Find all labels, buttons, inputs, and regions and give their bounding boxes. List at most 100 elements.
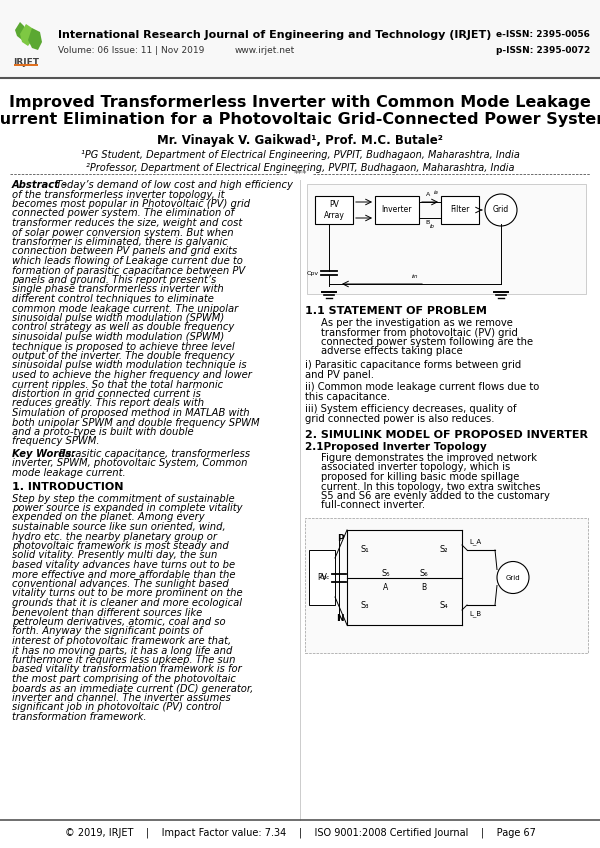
Text: boards as an immediate current (DC) generator,: boards as an immediate current (DC) gene… [12, 683, 253, 694]
Text: 2. SIMULINK MODEL OF PROPOSED INVERTER: 2. SIMULINK MODEL OF PROPOSED INVERTER [305, 430, 588, 440]
Text: based vitality advances have turns out to be: based vitality advances have turns out t… [12, 560, 235, 570]
Text: more effective and more affordable than the: more effective and more affordable than … [12, 570, 235, 579]
Text: current ripples. So that the total harmonic: current ripples. So that the total harmo… [12, 380, 223, 389]
Text: inverter, SPWM, photovoltaic System, Common: inverter, SPWM, photovoltaic System, Com… [12, 459, 248, 468]
Text: sinusoidal pulse width modulation technique is: sinusoidal pulse width modulation techni… [12, 360, 247, 371]
Text: transformer reduces the size, weight and cost: transformer reduces the size, weight and… [12, 218, 242, 228]
Bar [441, 196, 479, 224]
Text: which leads flowing of Leakage current due to: which leads flowing of Leakage current d… [12, 256, 243, 266]
Text: International Research Journal of Engineering and Technology (IRJET): International Research Journal of Engine… [58, 30, 491, 40]
Text: Volume: 06 Issue: 11 | Nov 2019: Volume: 06 Issue: 11 | Nov 2019 [58, 46, 205, 55]
Text: B: B [421, 583, 426, 593]
Text: Improved Transformerless Inverter with Common Mode Leakage: Improved Transformerless Inverter with C… [9, 95, 591, 110]
Text: this capacitance.: this capacitance. [305, 392, 390, 401]
Text: conventional advances. The sunlight based: conventional advances. The sunlight base… [12, 579, 229, 589]
Text: transformation framework.: transformation framework. [12, 712, 146, 722]
Text: interest of photovoltaic framework are that,: interest of photovoltaic framework are t… [12, 636, 231, 646]
Text: ii) Common mode leakage current flows due to: ii) Common mode leakage current flows du… [305, 382, 539, 392]
Text: grid connected power is also reduces.: grid connected power is also reduces. [305, 414, 494, 423]
Text: reduces greatly. This report deals with: reduces greatly. This report deals with [12, 399, 204, 409]
Text: used to achieve the higher frequency and lower: used to achieve the higher frequency and… [12, 370, 252, 380]
Text: Cpv: Cpv [307, 271, 319, 276]
Text: Today’s demand of low cost and high efficiency: Today’s demand of low cost and high effi… [56, 180, 293, 190]
Text: iin: iin [412, 274, 418, 279]
Text: associated inverter topology, which is: associated inverter topology, which is [321, 462, 510, 472]
Text: iii) System efficiency decreases, quality of: iii) System efficiency decreases, qualit… [305, 404, 517, 414]
Text: single phase transformerless inverter with: single phase transformerless inverter wi… [12, 284, 224, 294]
Text: PV
Array: PV Array [323, 200, 344, 220]
Text: Cdc: Cdc [320, 575, 330, 580]
Text: Key Words:: Key Words: [12, 449, 79, 459]
Text: S5 and S6 are evenly added to the customary: S5 and S6 are evenly added to the custom… [321, 491, 550, 501]
Text: and a proto-type is built with double: and a proto-type is built with double [12, 427, 194, 437]
Bar [315, 196, 353, 224]
Text: Parasitic capacitance, transformerless: Parasitic capacitance, transformerless [59, 449, 250, 459]
Text: distortion in grid connected current is: distortion in grid connected current is [12, 389, 201, 399]
Text: Current Elimination for a Photovoltaic Grid-Connected Power System: Current Elimination for a Photovoltaic G… [0, 112, 600, 127]
Text: Filter: Filter [451, 205, 470, 215]
Text: technique is proposed to achieve three level: technique is proposed to achieve three l… [12, 342, 235, 352]
Text: expended on the planet. Among every: expended on the planet. Among every [12, 512, 205, 522]
Text: adverse effects taking place: adverse effects taking place [321, 347, 463, 356]
Text: based vitality transformation framework is for: based vitality transformation framework … [12, 665, 242, 674]
Text: L_A: L_A [469, 538, 481, 545]
Text: current. In this topology, two extra switches: current. In this topology, two extra swi… [321, 482, 541, 492]
Text: photovoltaic framework is most steady and: photovoltaic framework is most steady an… [12, 541, 229, 551]
Text: p-ISSN: 2395-0072: p-ISSN: 2395-0072 [496, 46, 590, 55]
Text: and PV panel.: and PV panel. [305, 370, 374, 380]
Text: S₁: S₁ [361, 545, 370, 555]
Text: formation of parasitic capacitance between PV: formation of parasitic capacitance betwe… [12, 265, 245, 276]
Bar [309, 550, 335, 605]
Text: Grid: Grid [493, 205, 509, 215]
Text: ¹PG Student, Department of Electrical Engineering, PVPIT, Budhagaon, Maharashtra: ¹PG Student, Department of Electrical En… [80, 150, 520, 160]
Text: 1.1 STATEMENT OF PROBLEM: 1.1 STATEMENT OF PROBLEM [305, 306, 487, 316]
Text: ia: ia [434, 190, 439, 195]
Text: different control techniques to eliminate: different control techniques to eliminat… [12, 294, 214, 304]
Text: Figure demonstrates the improved network: Figure demonstrates the improved network [321, 453, 537, 463]
Text: of solar power conversion system. But when: of solar power conversion system. But wh… [12, 227, 233, 237]
Text: transformer from photovoltaic (PV) grid: transformer from photovoltaic (PV) grid [321, 327, 518, 338]
Text: www.irjet.net: www.irjet.net [235, 46, 295, 55]
Text: Step by step the commitment of sustainable: Step by step the commitment of sustainab… [12, 494, 235, 504]
Text: the most part comprising of the photovoltaic: the most part comprising of the photovol… [12, 674, 236, 684]
Text: benevolent than different sources like: benevolent than different sources like [12, 607, 202, 617]
Text: petroleum derivatives, atomic, coal and so: petroleum derivatives, atomic, coal and … [12, 617, 226, 627]
Polygon shape [20, 24, 34, 46]
Text: B: B [426, 220, 430, 225]
Text: mode leakage current.: mode leakage current. [12, 468, 125, 478]
Text: power source is expanded in complete vitality: power source is expanded in complete vit… [12, 503, 242, 513]
Text: A: A [383, 583, 388, 593]
Bar [305, 518, 588, 653]
Circle shape [497, 561, 529, 594]
Text: grounds that it is cleaner and more ecological: grounds that it is cleaner and more ecol… [12, 598, 242, 608]
Text: P: P [337, 534, 344, 543]
Text: connected power system. The elimination of: connected power system. The elimination … [12, 209, 234, 219]
Text: vitality turns out to be more prominent on the: vitality turns out to be more prominent … [12, 589, 242, 599]
Text: of the transformerless inverter topology, it: of the transformerless inverter topology… [12, 189, 224, 199]
Text: 1. INTRODUCTION: 1. INTRODUCTION [12, 483, 124, 493]
Text: S₄: S₄ [440, 600, 448, 610]
Text: e-ISSN: 2395-0056: e-ISSN: 2395-0056 [496, 30, 590, 39]
Text: connected power system following are the: connected power system following are the [321, 337, 533, 347]
Text: panels and ground. This report present’s: panels and ground. This report present’s [12, 275, 216, 285]
Text: transformer is eliminated, there is galvanic: transformer is eliminated, there is galv… [12, 237, 228, 247]
Text: both unipolar SPWM and double frequency SPWM: both unipolar SPWM and double frequency … [12, 417, 260, 427]
Text: PV: PV [317, 573, 327, 582]
Text: N: N [337, 614, 344, 623]
Polygon shape [15, 22, 26, 40]
Text: Mr. Vinayak V. Gaikwad¹, Prof. M.C. Butale²: Mr. Vinayak V. Gaikwad¹, Prof. M.C. Buta… [157, 134, 443, 147]
Text: solid vitality. Presently multi day, the sun: solid vitality. Presently multi day, the… [12, 550, 217, 561]
Text: output of the inverter. The double frequency: output of the inverter. The double frequ… [12, 351, 235, 361]
Text: As per the investigation as we remove: As per the investigation as we remove [321, 318, 513, 328]
Text: furthermore it requires less upkeep. The sun: furthermore it requires less upkeep. The… [12, 655, 235, 665]
Text: 2.1Proposed Inverter Topology: 2.1Proposed Inverter Topology [305, 442, 487, 452]
Text: S₆: S₆ [419, 569, 428, 578]
Text: sinusoidal pulse width modulation (SPWM): sinusoidal pulse width modulation (SPWM) [12, 313, 224, 323]
Text: S₅: S₅ [381, 569, 389, 578]
Text: A: A [426, 192, 430, 197]
Bar [0, 0, 600, 78]
Text: Inverter: Inverter [382, 205, 412, 215]
Text: proposed for killing basic mode spillage: proposed for killing basic mode spillage [321, 472, 520, 482]
Text: frequency SPWM.: frequency SPWM. [12, 437, 100, 447]
Text: Simulation of proposed method in MATLAB with: Simulation of proposed method in MATLAB … [12, 408, 250, 418]
